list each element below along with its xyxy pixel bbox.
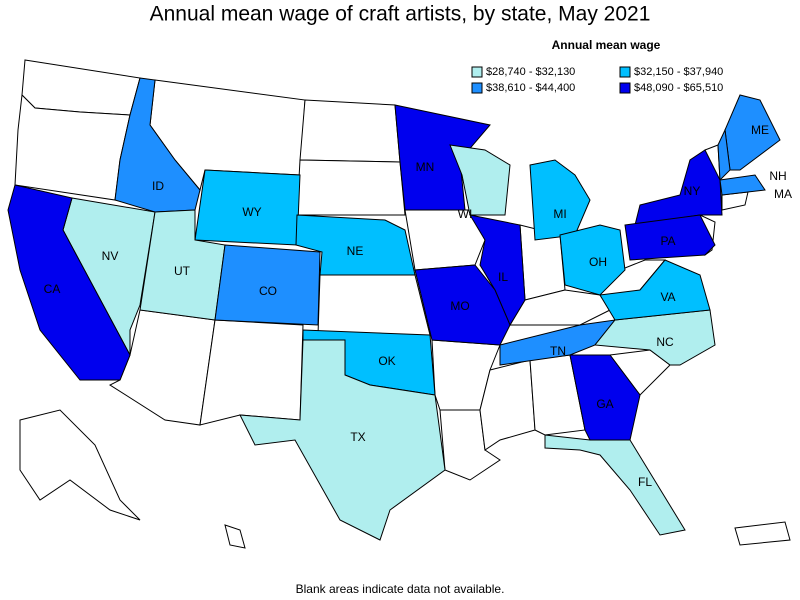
legend-swatch bbox=[471, 66, 483, 78]
legend-swatch bbox=[619, 66, 631, 78]
state-shape bbox=[559, 224, 626, 296]
state-label: ME bbox=[751, 123, 769, 137]
map-title: Annual mean wage of craft artists, by st… bbox=[150, 3, 651, 26]
state-shape bbox=[317, 274, 431, 336]
state-layer: ID WY NV UT CO NE CA MN WI MI NY PA OH IL MO OK TX TN NC VA… bbox=[7, 77, 792, 541]
state-shape bbox=[544, 434, 686, 536]
state-label: UT bbox=[174, 264, 191, 278]
state-shape bbox=[634, 149, 723, 226]
state-shape bbox=[599, 259, 711, 321]
state-label: PA bbox=[660, 234, 675, 248]
state-label: WI bbox=[458, 207, 473, 221]
legend-label: $32,150 - $37,940 bbox=[634, 66, 723, 78]
state-label: CA bbox=[44, 282, 61, 296]
state-shape bbox=[719, 174, 766, 196]
state-label: NV bbox=[102, 249, 119, 263]
legend-swatch bbox=[619, 82, 631, 94]
state-shape bbox=[19, 409, 141, 521]
state-shape bbox=[199, 319, 304, 426]
state-label: MN bbox=[416, 160, 435, 174]
legend-label: $48,090 - $65,510 bbox=[634, 82, 723, 94]
state-label: NY bbox=[684, 184, 701, 198]
state-shape bbox=[529, 159, 591, 241]
state-label: WY bbox=[242, 205, 261, 219]
legend-title: Annual mean wage bbox=[552, 38, 661, 52]
state-label: NC bbox=[656, 335, 674, 349]
state-shape bbox=[224, 524, 246, 549]
state-shape bbox=[717, 128, 731, 182]
state-shape bbox=[449, 144, 511, 216]
state-shape bbox=[296, 159, 406, 216]
state-shape bbox=[624, 214, 716, 261]
state-label: IL bbox=[498, 270, 508, 284]
state-shape bbox=[414, 264, 511, 346]
state-label: NE bbox=[347, 244, 364, 258]
state-label: FL bbox=[638, 475, 652, 489]
legend: $28,740 - $32,130 $32,150 - $37,940 $38,61… bbox=[471, 66, 723, 94]
state-label: NH bbox=[769, 169, 786, 183]
state-label: MO bbox=[450, 299, 469, 313]
state-shape bbox=[594, 309, 716, 366]
state-shape bbox=[295, 214, 416, 276]
state-label: VA bbox=[660, 290, 675, 304]
state-label: MI bbox=[553, 207, 566, 221]
state-shape bbox=[21, 59, 141, 116]
state-shape bbox=[394, 104, 491, 211]
state-shape bbox=[7, 184, 131, 381]
state-shape bbox=[214, 244, 321, 326]
state-label: MA bbox=[774, 187, 792, 201]
state-label: OH bbox=[589, 255, 607, 269]
legend-swatch bbox=[471, 82, 483, 94]
state-label: TN bbox=[550, 344, 566, 358]
legend-label: $38,610 - $44,400 bbox=[486, 82, 575, 94]
state-shape bbox=[734, 521, 791, 546]
state-shape bbox=[239, 339, 446, 541]
state-label: TX bbox=[350, 430, 365, 444]
state-label: OK bbox=[378, 354, 395, 368]
state-label: ID bbox=[152, 179, 164, 193]
state-shape bbox=[299, 99, 401, 163]
blank-states bbox=[14, 59, 791, 549]
state-label: CO bbox=[259, 284, 277, 298]
legend-label: $28,740 - $32,130 bbox=[486, 66, 575, 78]
footnote: Blank areas indicate data not available. bbox=[296, 582, 505, 596]
state-label: GA bbox=[596, 397, 613, 411]
